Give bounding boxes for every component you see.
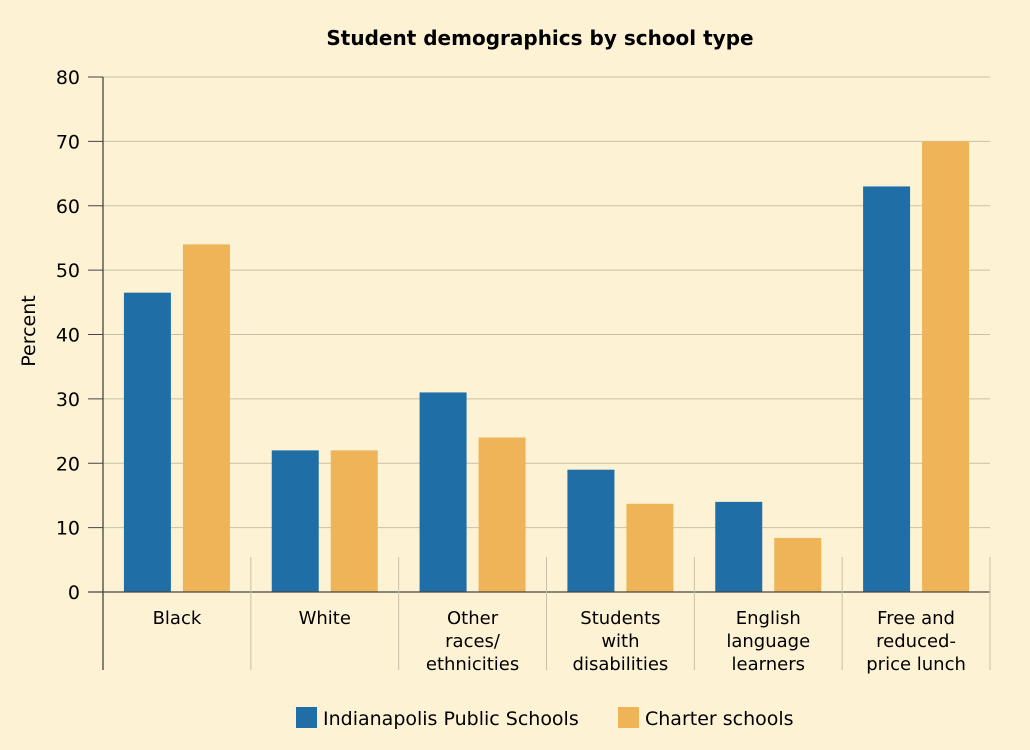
bar [626,503,674,592]
category-label: Students with disabilities [573,608,669,675]
category-labels: Black White Other races/ethnicities Students… [153,608,966,675]
bars [123,141,970,592]
bar [271,450,319,592]
category-label: Free and reduced-price lunch [866,608,966,675]
bar [567,469,615,592]
y-tick-label: 80 [56,67,80,89]
bar [922,141,970,592]
y-axis-ticks: 0 10 20 30 40 50 60 70 80 [56,67,103,604]
y-tick-label: 50 [56,260,80,282]
axes [88,77,991,670]
bar [419,392,467,592]
bar [123,292,171,592]
y-axis-label: Percent [18,295,40,367]
bar [182,244,230,592]
legend-swatch [618,707,639,728]
y-tick-label: 70 [56,131,80,153]
legend-label: Charter schools [645,708,794,730]
y-tick-label: 20 [56,453,80,475]
legend: Indianapolis Public Schools Charter schoo… [296,707,794,730]
bar [863,186,911,592]
legend-label: Indianapolis Public Schools [323,708,579,730]
bar [715,501,763,592]
category-label: Other races/ethnicities [426,608,519,675]
gridlines [103,76,990,529]
bar [774,537,822,592]
y-tick-label: 40 [56,325,80,347]
legend-swatch [296,707,317,728]
y-tick-label: 0 [68,582,80,604]
category-label: White [299,608,351,629]
y-tick-label: 10 [56,518,80,540]
bar [330,450,378,592]
y-tick-label: 60 [56,196,80,218]
y-tick-label: 30 [56,389,80,411]
bar [478,437,526,592]
chart-title: Student demographics by school type [326,26,753,50]
category-label: English language learners [726,608,810,675]
category-label: Black [153,608,202,629]
